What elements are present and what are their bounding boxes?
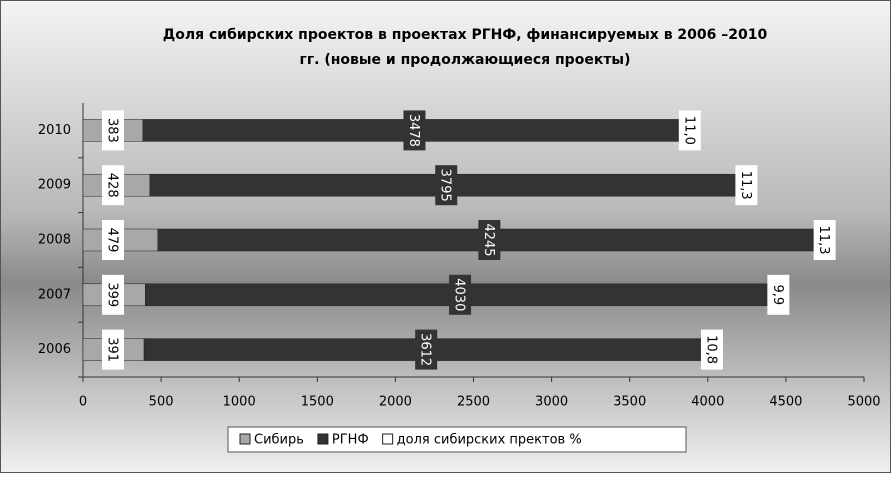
y-tick-label: 2006 xyxy=(38,342,71,357)
data-label: 399 xyxy=(102,274,124,315)
legend-label: РГНФ xyxy=(332,433,369,448)
chart-title: Доля сибирских проектов в проектах РГНФ,… xyxy=(163,27,768,43)
chart-title: гг. (новые и продолжающиеся проекты) xyxy=(300,52,631,68)
y-tick-label: 2008 xyxy=(38,233,71,248)
data-label-text: 479 xyxy=(105,228,120,253)
x-tick-label: 0 xyxy=(79,395,87,410)
data-label-box xyxy=(435,165,458,206)
data-label: 10,8 xyxy=(700,329,723,370)
x-tick-label: 500 xyxy=(149,395,174,410)
y-tick-label: 2010 xyxy=(38,123,71,138)
data-label-text: 383 xyxy=(105,118,120,143)
data-label-box xyxy=(700,329,723,370)
data-label: 391 xyxy=(102,329,124,370)
data-label: 4245 xyxy=(478,220,501,260)
data-label-text: 391 xyxy=(105,337,120,362)
data-label: 4030 xyxy=(449,274,472,315)
data-label-text: 399 xyxy=(105,282,120,307)
data-label: 11,3 xyxy=(735,165,758,206)
data-label: 3795 xyxy=(435,165,458,206)
data-label-text: 11,3 xyxy=(738,171,753,200)
data-label: 11,3 xyxy=(813,220,836,260)
data-label: 383 xyxy=(102,110,124,151)
data-label-text: 3612 xyxy=(418,333,433,366)
data-label-text: 10,8 xyxy=(703,335,718,364)
data-label-box xyxy=(102,329,124,370)
x-tick-label: 3500 xyxy=(613,395,646,410)
x-tick-label: 2000 xyxy=(379,395,412,410)
x-tick-label: 4500 xyxy=(769,395,802,410)
data-label: 11,0 xyxy=(678,110,701,151)
x-tick-label: 4000 xyxy=(691,395,724,410)
data-label-text: 428 xyxy=(105,173,120,198)
data-label: 3612 xyxy=(415,329,438,370)
data-label: 479 xyxy=(102,220,124,260)
data-label-text: 11,0 xyxy=(681,116,696,145)
legend-label: доля сибирских пректов % xyxy=(397,433,582,448)
data-label: 9,9 xyxy=(767,274,790,315)
data-label-text: 3795 xyxy=(438,169,453,202)
data-label-box xyxy=(403,110,426,151)
legend-swatch xyxy=(317,433,329,445)
data-label-text: 9,9 xyxy=(770,284,785,305)
data-label-box xyxy=(415,329,438,370)
data-label-box xyxy=(767,274,790,315)
legend-swatch xyxy=(239,433,251,445)
data-label-box xyxy=(678,110,701,151)
y-tick-label: 2009 xyxy=(38,178,71,193)
data-label-text: 11,3 xyxy=(816,226,831,255)
legend-label: Сибирь xyxy=(254,433,304,448)
data-label: 428 xyxy=(102,165,124,206)
data-label-box xyxy=(102,220,124,260)
data-label-box xyxy=(102,110,124,151)
data-label-box xyxy=(102,274,124,315)
data-label-text: 4030 xyxy=(452,278,467,311)
data-label-box xyxy=(102,165,124,206)
data-label-text: 3478 xyxy=(406,114,421,147)
data-label-text: 4245 xyxy=(481,223,496,256)
legend-box xyxy=(227,426,687,453)
data-label-box xyxy=(449,274,472,315)
data-label-box xyxy=(478,220,501,260)
x-tick-label: 2500 xyxy=(457,395,490,410)
data-label-box xyxy=(813,220,836,260)
data-label: 3478 xyxy=(403,110,426,151)
x-tick-label: 3000 xyxy=(535,395,568,410)
data-label-box xyxy=(735,165,758,206)
x-tick-label: 1000 xyxy=(223,395,256,410)
x-tick-label: 1500 xyxy=(301,395,334,410)
legend-swatch xyxy=(382,433,394,445)
x-tick-label: 5000 xyxy=(847,395,880,410)
y-tick-label: 2007 xyxy=(38,287,71,302)
